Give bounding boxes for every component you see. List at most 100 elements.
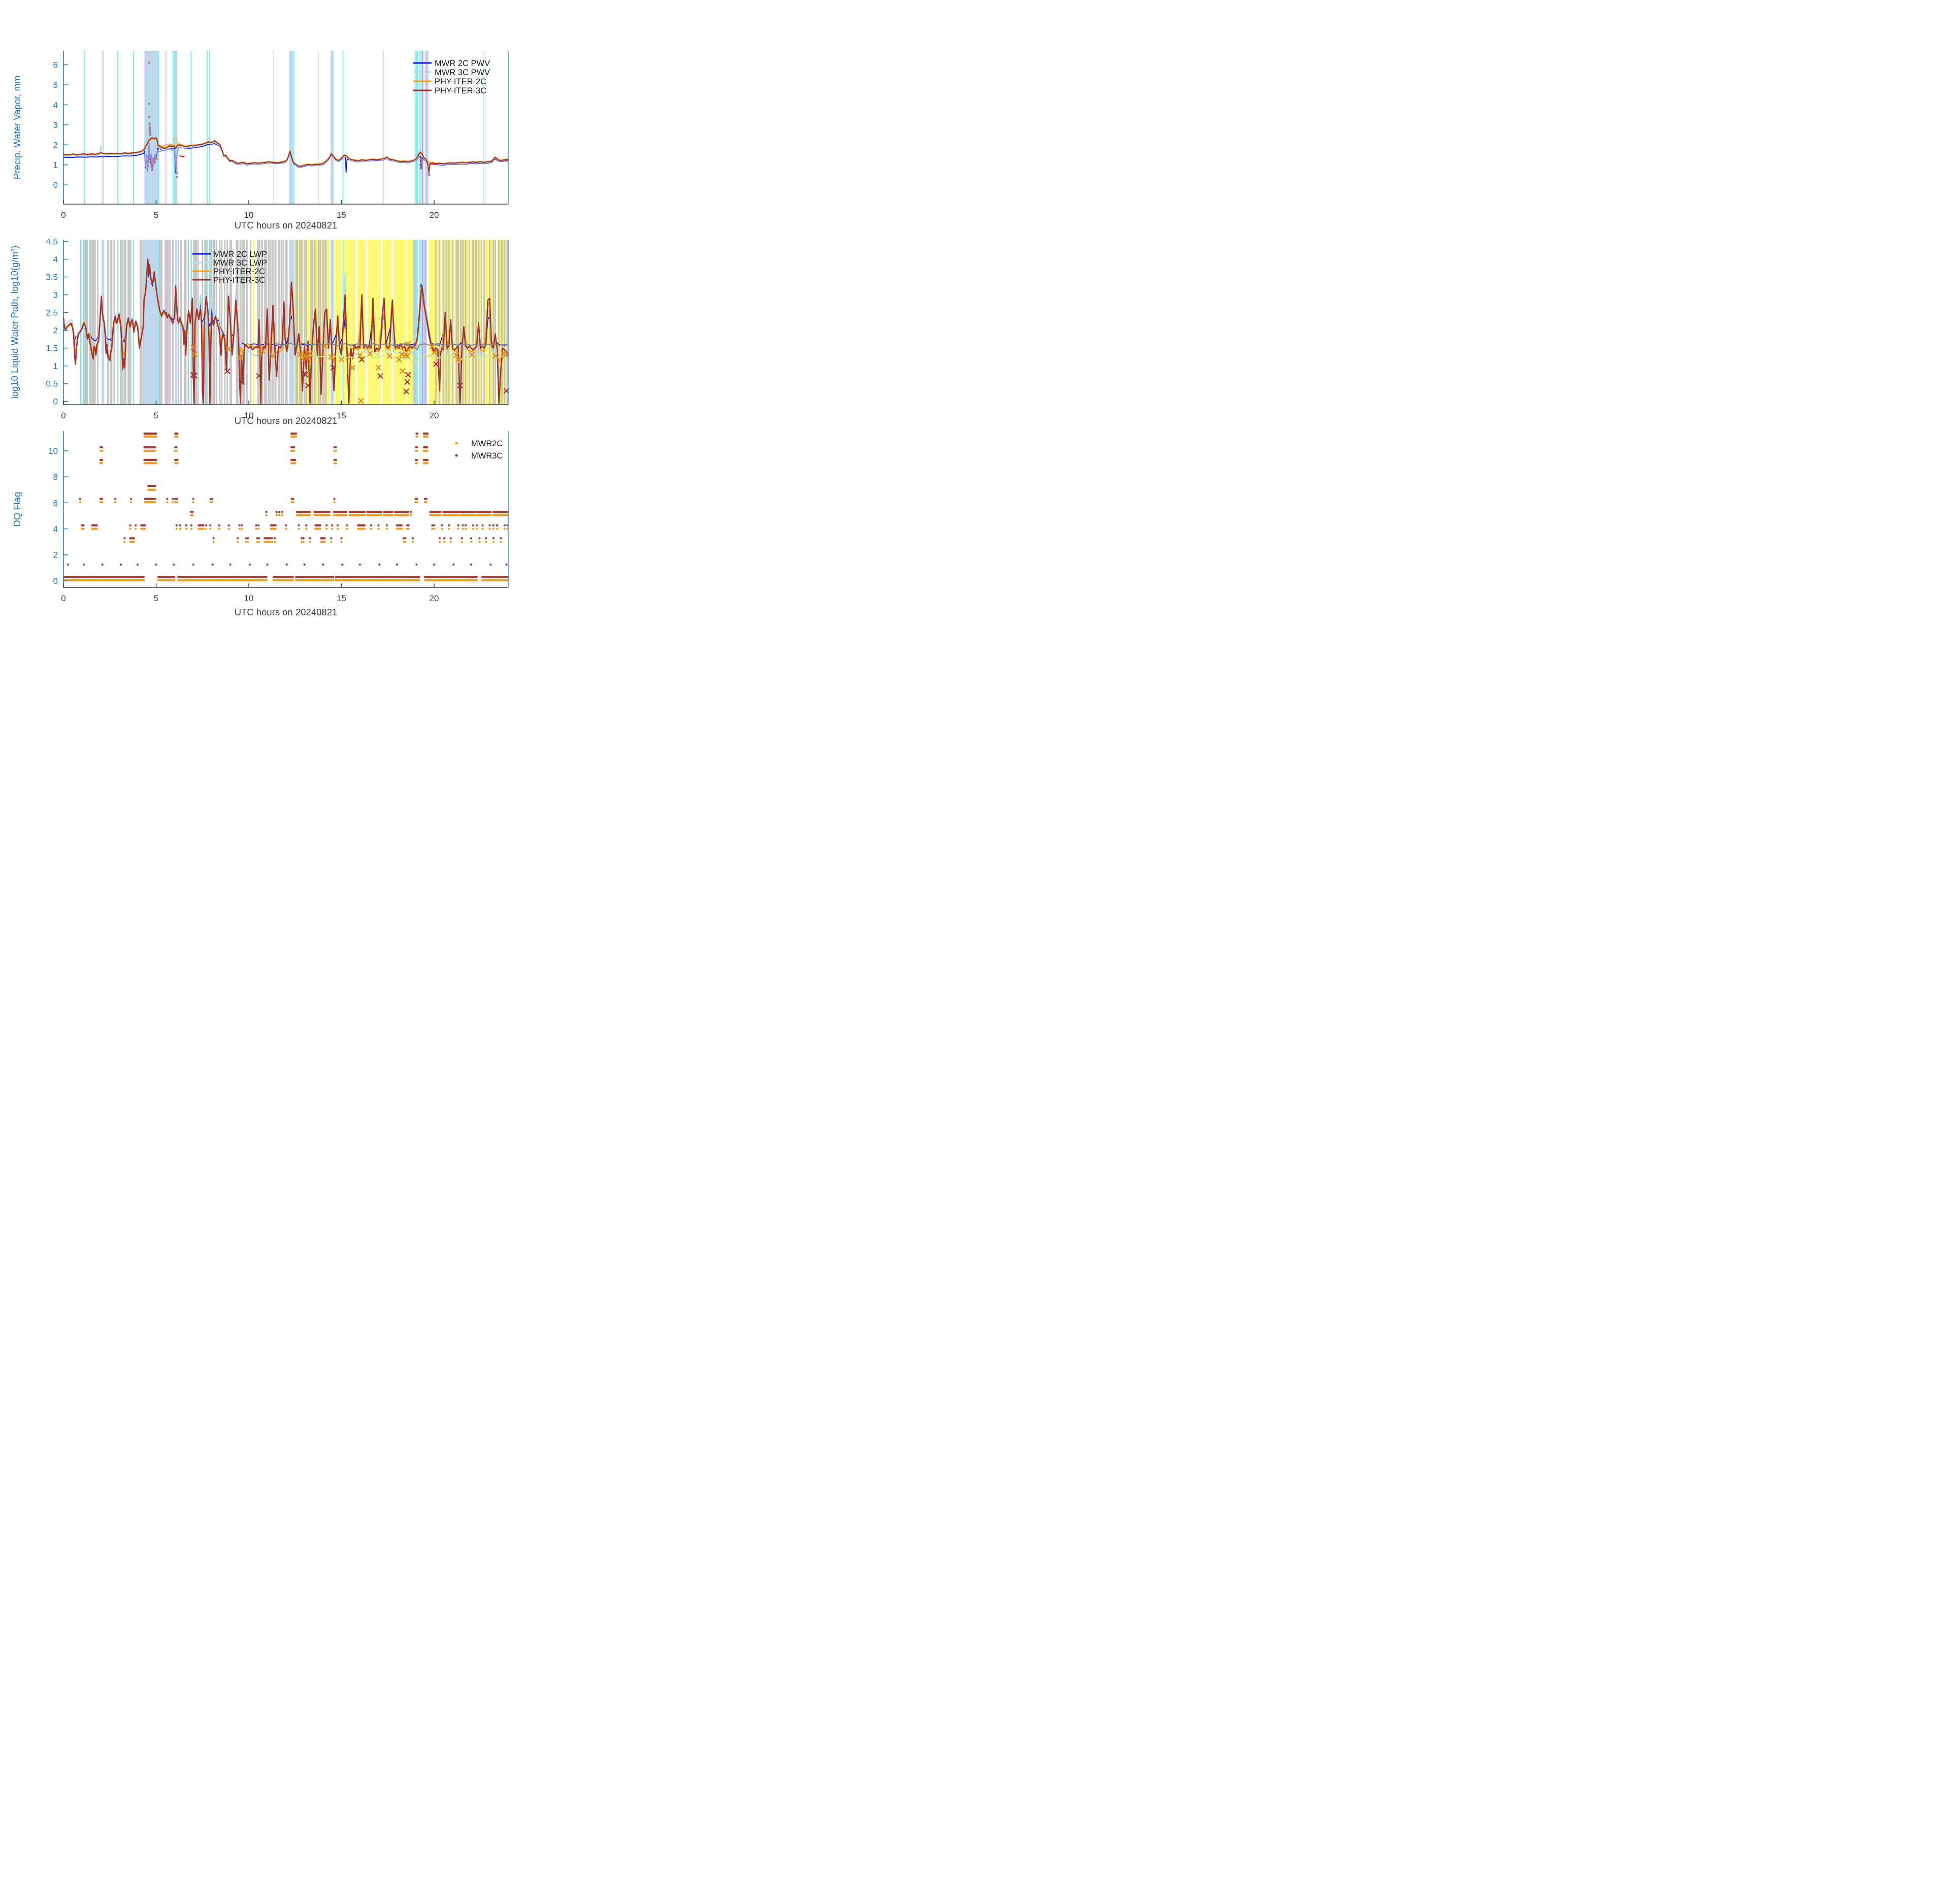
x-marker <box>256 373 262 379</box>
legend-label: MWR 2C LWP <box>213 250 267 259</box>
x-marker <box>191 351 198 357</box>
dq-dot <box>438 537 441 540</box>
dq-dot <box>402 537 405 540</box>
dq-dot <box>290 501 293 504</box>
x-marker <box>358 356 365 363</box>
dq-dot <box>129 528 131 530</box>
x-marker <box>433 361 439 367</box>
dq-dot <box>416 498 418 500</box>
dq-dot <box>438 541 441 543</box>
dq-dot <box>173 563 175 566</box>
dq-dot <box>229 563 232 566</box>
dq-dot <box>212 537 215 540</box>
dq-dot <box>346 524 348 527</box>
dq-dot <box>492 528 495 530</box>
dq-dot <box>172 498 174 500</box>
dq-dot <box>433 524 436 527</box>
y-tick-label: 1 <box>53 362 58 371</box>
dq-dot <box>346 528 348 530</box>
dot-marker <box>427 174 431 176</box>
dq-dot <box>185 524 187 527</box>
y-tick-label: 0 <box>53 576 58 586</box>
dq-dot <box>130 498 133 500</box>
dq-dot <box>256 537 258 540</box>
dq-dot <box>340 541 343 543</box>
dq-dot <box>79 498 81 500</box>
x-marker <box>304 355 310 362</box>
dq-dot <box>248 563 251 566</box>
x-tick-label: 5 <box>154 411 158 420</box>
x-marker <box>330 365 336 371</box>
cyan-band <box>419 240 422 405</box>
dq-dot <box>449 537 452 540</box>
series-MWR 2C PWV <box>63 143 509 174</box>
dq-dot <box>144 524 146 527</box>
x-marker <box>302 372 309 378</box>
legend-label: MWR2C <box>471 439 503 448</box>
x-marker <box>386 353 393 359</box>
dq-dot <box>414 498 417 500</box>
dq-dot <box>266 563 269 566</box>
x-marker <box>404 379 410 385</box>
x-tick-label: 0 <box>61 411 65 420</box>
dot-marker <box>420 161 422 165</box>
x-marker <box>302 352 309 358</box>
x-marker <box>455 356 462 363</box>
dq-dot <box>144 528 146 530</box>
dq-dot <box>496 524 499 527</box>
lwp-panel: 0 0.5 1 1.5 2 2.5 3 3.5 4 4.5 0 5 10 15 20 UTC hours on… <box>9 237 510 426</box>
dq-dot <box>331 528 334 530</box>
y-tick-label: 3 <box>53 290 58 300</box>
x-marker <box>307 350 313 356</box>
dq-dot <box>485 537 487 540</box>
blue-band <box>423 240 426 405</box>
x-marker <box>431 349 437 355</box>
dq-dot <box>271 537 273 540</box>
dq-dot <box>410 514 412 516</box>
dq-dot <box>83 563 85 566</box>
x-marker <box>259 348 266 354</box>
dq-dot <box>431 528 434 530</box>
dq-dot <box>385 528 388 530</box>
dq-dot <box>135 528 137 530</box>
dq-dot <box>385 524 388 527</box>
dot-marker <box>420 165 423 168</box>
dq-dot <box>129 524 131 527</box>
dq-dot <box>489 563 492 566</box>
dq-dot <box>114 501 117 504</box>
x-tick-label: 5 <box>154 210 158 220</box>
dq-dot <box>79 501 81 504</box>
dq-dot <box>211 498 213 500</box>
dot-marker <box>176 175 179 178</box>
dq-dot <box>123 537 126 540</box>
x-marker <box>375 365 382 371</box>
dq-dot <box>481 524 484 527</box>
dq-dot <box>423 498 426 500</box>
legend-label: PHY-ITER-2C <box>435 77 486 86</box>
x-marker <box>237 354 244 361</box>
dq-dot <box>472 528 474 530</box>
dq-dot <box>191 511 194 513</box>
dq-dot <box>404 541 407 543</box>
dot-marker <box>175 161 177 165</box>
dq-dot <box>190 511 192 513</box>
dq-dot <box>433 563 436 566</box>
dq-dot <box>281 511 283 513</box>
dq-dot <box>416 449 418 452</box>
yellow-band <box>343 240 355 405</box>
dq-dot <box>82 528 85 530</box>
x-marker <box>190 344 196 351</box>
dq-dot <box>190 528 192 530</box>
x-marker <box>338 356 345 363</box>
series-flagged-red-a <box>179 155 185 158</box>
legend-label: MWR 2C PWV <box>435 59 490 68</box>
cyan-band <box>292 51 294 204</box>
dq-dot <box>309 537 311 540</box>
dq-dot <box>275 514 278 516</box>
dq-dot <box>285 563 288 566</box>
dq-dot <box>175 528 178 530</box>
dq-legend: MWR2C MWR3C <box>455 439 503 461</box>
gray-band <box>285 240 288 405</box>
